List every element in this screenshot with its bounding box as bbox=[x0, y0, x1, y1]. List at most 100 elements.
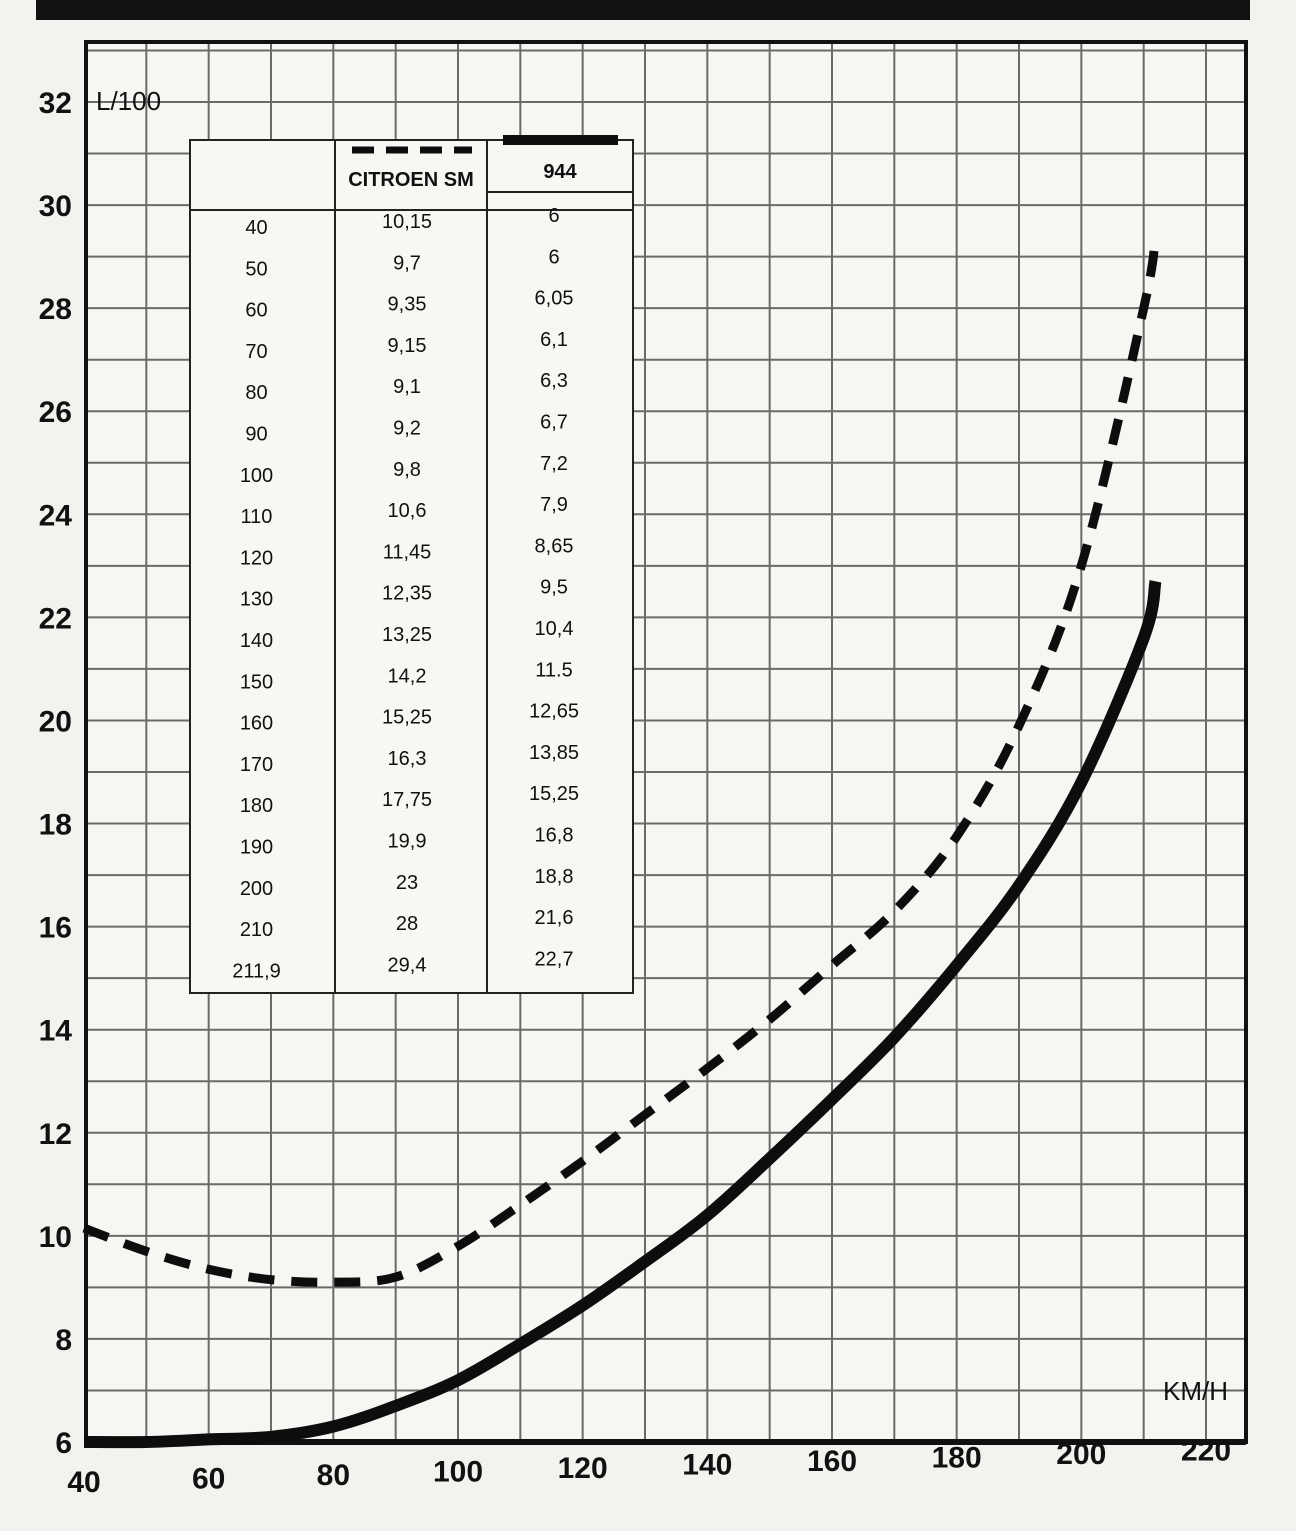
x-tick-label: 220 bbox=[1181, 1435, 1231, 1468]
data-point bbox=[580, 1159, 585, 1164]
data-point bbox=[830, 1097, 835, 1102]
y-tick-label: 14 bbox=[39, 1015, 73, 1048]
porsche-944-solid-line bbox=[83, 580, 1162, 1449]
data-point bbox=[892, 909, 897, 914]
y-tick-label: 10 bbox=[39, 1221, 72, 1254]
data-point bbox=[206, 1267, 211, 1272]
y-tick-label: 12 bbox=[39, 1118, 72, 1151]
table-cell-citroen-sm: 9,35 bbox=[388, 294, 427, 316]
data-point bbox=[393, 1275, 398, 1280]
table-cell-citroen-sm: 9,7 bbox=[393, 252, 421, 274]
series-1 bbox=[83, 579, 1162, 1449]
data-point bbox=[269, 1434, 274, 1439]
data-point bbox=[393, 1403, 398, 1408]
table-cell-speed: 130 bbox=[240, 589, 273, 611]
data-point bbox=[705, 1213, 710, 1218]
table-cell-citroen-sm: 29,4 bbox=[388, 954, 427, 976]
table-cell-speed: 190 bbox=[240, 837, 273, 859]
data-point bbox=[331, 1424, 336, 1429]
citroen-sm-dashed-line bbox=[82, 235, 1160, 1287]
table-cell-citroen-sm: 16,3 bbox=[388, 748, 427, 770]
table-cell-speed: 90 bbox=[245, 424, 267, 446]
table-cell-citroen-sm: 10,15 bbox=[382, 211, 432, 233]
y-axis-label: L/100 bbox=[96, 86, 161, 116]
table-cell-citroen-sm: 28 bbox=[396, 913, 418, 935]
table-cell-citroen-sm: 9,15 bbox=[388, 335, 427, 357]
table-cell-citroen-sm: 9,2 bbox=[393, 418, 421, 440]
table-cell-944: 6 bbox=[548, 246, 559, 268]
data-point bbox=[1017, 723, 1022, 728]
table-cell-citroen-sm: 23 bbox=[396, 872, 418, 894]
y-tick-label: 32 bbox=[39, 87, 72, 120]
y-tick-label: 26 bbox=[39, 396, 72, 429]
x-axis-label: KM/H bbox=[1163, 1376, 1228, 1406]
y-tick-label: 8 bbox=[55, 1324, 72, 1357]
x-tick-label: 40 bbox=[67, 1466, 100, 1499]
table-cell-speed: 140 bbox=[240, 630, 273, 652]
table-cell-speed: 180 bbox=[240, 795, 273, 817]
table-cell-speed: 100 bbox=[240, 465, 273, 487]
table-cell-speed: 200 bbox=[240, 878, 273, 900]
table-cell-944: 8,65 bbox=[535, 535, 574, 557]
table-cell-speed: 110 bbox=[241, 506, 273, 528]
data-point bbox=[705, 1066, 710, 1071]
x-tick-label: 80 bbox=[317, 1459, 350, 1492]
table-cell-citroen-sm: 15,25 bbox=[382, 707, 432, 729]
table-cell-speed: 60 bbox=[245, 300, 267, 322]
table-cell-citroen-sm: 13,25 bbox=[382, 624, 432, 646]
table-cell-944: 6,3 bbox=[540, 370, 568, 392]
table-cell-citroen-sm: 11,45 bbox=[383, 541, 432, 563]
table-cell-speed: 50 bbox=[245, 258, 267, 280]
table-header-citroen-sm: CITROEN SM bbox=[348, 169, 474, 191]
table-cell-944: 16,8 bbox=[535, 825, 574, 847]
table-box bbox=[189, 139, 634, 994]
table-cell-944: 18,8 bbox=[535, 866, 574, 888]
data-point bbox=[1079, 563, 1084, 568]
data-point bbox=[518, 1342, 523, 1347]
data-point bbox=[144, 1440, 149, 1445]
data-point bbox=[767, 1156, 772, 1161]
table-cell-speed: 150 bbox=[240, 671, 273, 693]
table-cell-speed: 120 bbox=[240, 547, 273, 569]
data-point bbox=[456, 1244, 461, 1249]
table-cell-citroen-sm: 9,1 bbox=[393, 376, 421, 398]
table-cell-944: 7,9 bbox=[540, 494, 568, 516]
table-cell-944: 12,65 bbox=[529, 701, 579, 723]
data-table: CITROEN SM 944 40 10,15 6 50 9,7 6 60 9,35 6,05 70 9… bbox=[189, 135, 634, 994]
data-point bbox=[954, 963, 959, 968]
data-point bbox=[82, 1226, 87, 1231]
y-tick-label: 30 bbox=[39, 190, 72, 223]
y-tick-label: 18 bbox=[39, 809, 72, 842]
table-cell-citroen-sm: 9,8 bbox=[393, 459, 421, 481]
data-point bbox=[206, 1437, 211, 1442]
y-tick-label: 6 bbox=[55, 1427, 72, 1460]
table-cell-speed: 80 bbox=[245, 382, 267, 404]
table-cell-citroen-sm: 12,35 bbox=[382, 583, 432, 605]
data-point bbox=[269, 1277, 274, 1282]
data-point bbox=[830, 963, 835, 968]
data-point bbox=[456, 1378, 461, 1383]
x-tick-label: 60 bbox=[192, 1463, 225, 1496]
data-point bbox=[1141, 636, 1146, 641]
series-0 bbox=[82, 235, 1160, 1287]
table-cell-944: 6,7 bbox=[540, 412, 568, 434]
data-point bbox=[1153, 579, 1158, 584]
x-tick-label: 120 bbox=[558, 1452, 608, 1485]
data-point bbox=[643, 1259, 648, 1264]
x-tick-label: 100 bbox=[433, 1456, 483, 1489]
y-tick-label: 16 bbox=[39, 912, 72, 945]
y-tick-label: 22 bbox=[39, 602, 72, 635]
table-cell-944: 6,1 bbox=[540, 329, 568, 351]
table-cell-944: 6,05 bbox=[535, 288, 574, 310]
x-tick-label: 160 bbox=[807, 1445, 857, 1478]
table-cell-speed: 160 bbox=[240, 713, 273, 735]
y-tick-label: 24 bbox=[39, 499, 73, 532]
y-tick-label: 20 bbox=[39, 705, 72, 738]
table-cell-speed: 211,9 bbox=[232, 960, 281, 982]
data-point bbox=[1079, 780, 1084, 785]
table-cell-speed: 210 bbox=[240, 919, 273, 941]
data-point bbox=[954, 834, 959, 839]
data-point bbox=[892, 1035, 897, 1040]
